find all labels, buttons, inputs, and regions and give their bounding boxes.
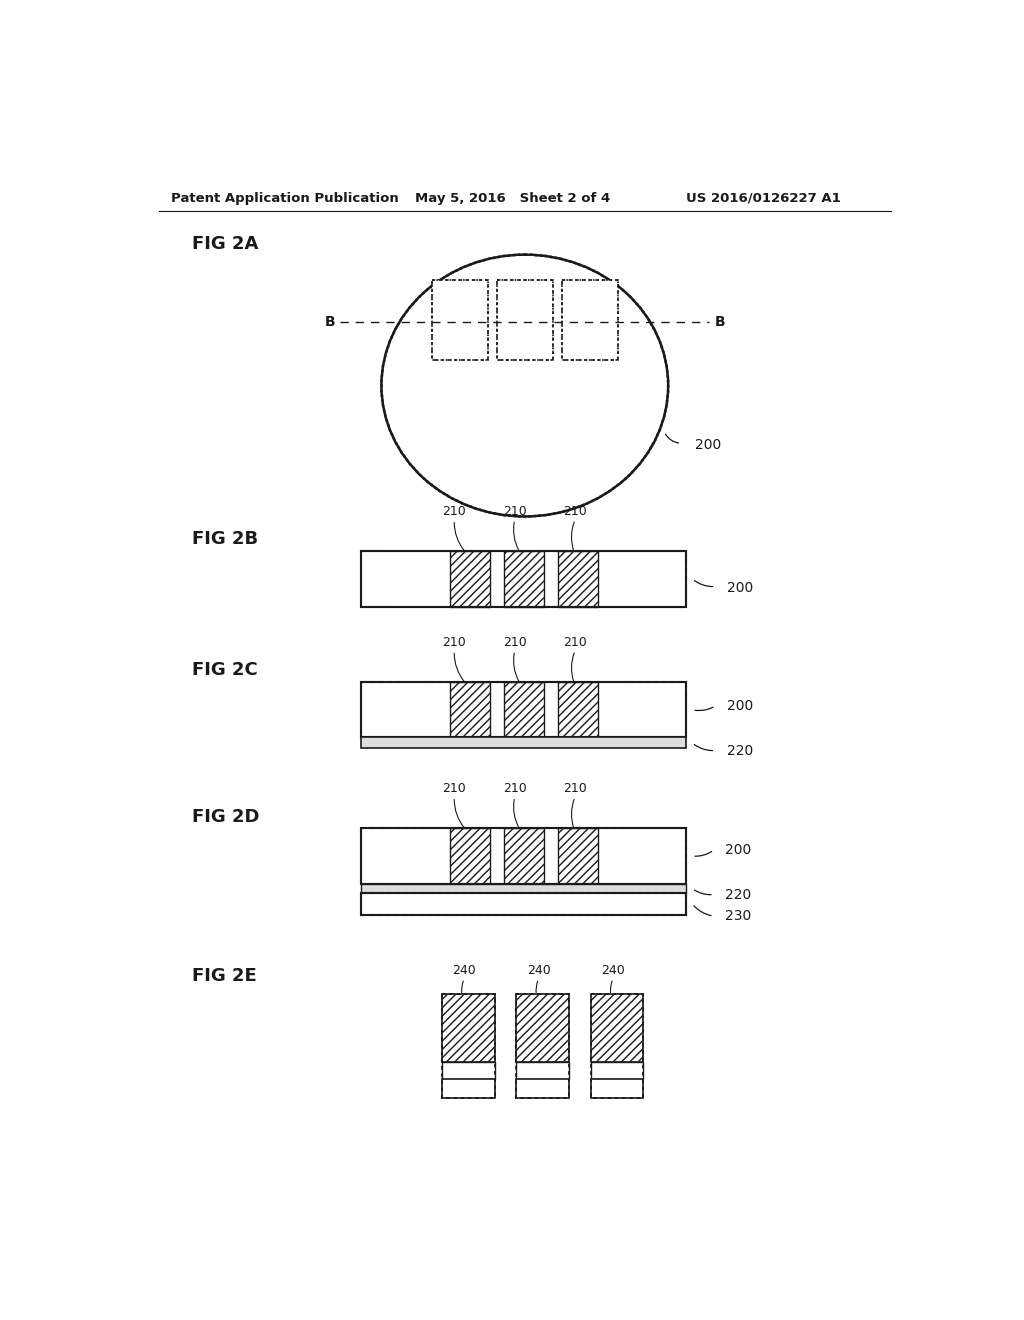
Bar <box>360 892 686 915</box>
Bar <box>562 280 617 360</box>
Bar <box>591 994 643 1098</box>
Bar <box>432 280 487 360</box>
Text: 210: 210 <box>563 636 587 649</box>
Text: 220: 220 <box>725 887 751 902</box>
Text: 210: 210 <box>442 636 466 649</box>
Bar <box>442 1061 495 1078</box>
Bar <box>558 682 598 738</box>
Text: FIG 2D: FIG 2D <box>191 808 259 825</box>
Text: 210: 210 <box>442 783 466 795</box>
Bar <box>450 552 489 607</box>
Text: 210: 210 <box>503 783 526 795</box>
Bar <box>450 829 489 884</box>
Text: 240: 240 <box>453 964 476 977</box>
Text: FIG 2A: FIG 2A <box>191 235 258 253</box>
Text: 210: 210 <box>563 506 587 517</box>
Text: FIG 2C: FIG 2C <box>191 661 257 680</box>
Text: 200: 200 <box>725 843 751 857</box>
Text: FIG 2B: FIG 2B <box>191 531 258 548</box>
Text: 200: 200 <box>727 581 754 595</box>
Text: US 2016/0126227 A1: US 2016/0126227 A1 <box>686 191 841 205</box>
Bar <box>360 552 686 607</box>
Bar <box>497 280 553 360</box>
Bar <box>360 738 686 748</box>
Bar <box>497 280 553 360</box>
Bar <box>558 829 598 884</box>
Bar <box>360 552 686 607</box>
Bar <box>442 1078 495 1098</box>
Bar <box>591 994 643 1061</box>
Bar <box>516 994 569 1098</box>
Text: 230: 230 <box>725 909 751 923</box>
Bar <box>516 1061 569 1078</box>
Text: 200: 200 <box>727 698 754 713</box>
Bar <box>360 682 686 738</box>
Text: 210: 210 <box>442 506 466 517</box>
Bar <box>504 552 544 607</box>
Bar <box>360 829 686 884</box>
Text: 210: 210 <box>503 636 526 649</box>
Bar <box>442 994 495 1061</box>
Text: 210: 210 <box>563 783 587 795</box>
Text: B: B <box>325 314 335 329</box>
Bar <box>360 682 686 738</box>
Bar <box>504 829 544 884</box>
Text: B: B <box>715 314 725 329</box>
Text: FIG 2E: FIG 2E <box>191 966 256 985</box>
Bar <box>516 1078 569 1098</box>
Bar <box>442 994 495 1098</box>
Bar <box>360 884 686 892</box>
Text: 200: 200 <box>694 438 721 451</box>
Text: Patent Application Publication: Patent Application Publication <box>171 191 398 205</box>
Bar <box>516 994 569 1061</box>
Bar <box>591 1078 643 1098</box>
Bar <box>504 682 544 738</box>
Bar <box>558 552 598 607</box>
Text: May 5, 2016   Sheet 2 of 4: May 5, 2016 Sheet 2 of 4 <box>415 191 610 205</box>
Bar <box>360 892 686 915</box>
Text: 210: 210 <box>503 506 526 517</box>
Bar <box>562 280 617 360</box>
Text: 220: 220 <box>727 743 754 758</box>
Bar <box>450 682 489 738</box>
Bar <box>360 829 686 884</box>
Bar <box>591 1061 643 1078</box>
Bar <box>432 280 487 360</box>
Text: 240: 240 <box>601 964 625 977</box>
Text: 240: 240 <box>527 964 551 977</box>
